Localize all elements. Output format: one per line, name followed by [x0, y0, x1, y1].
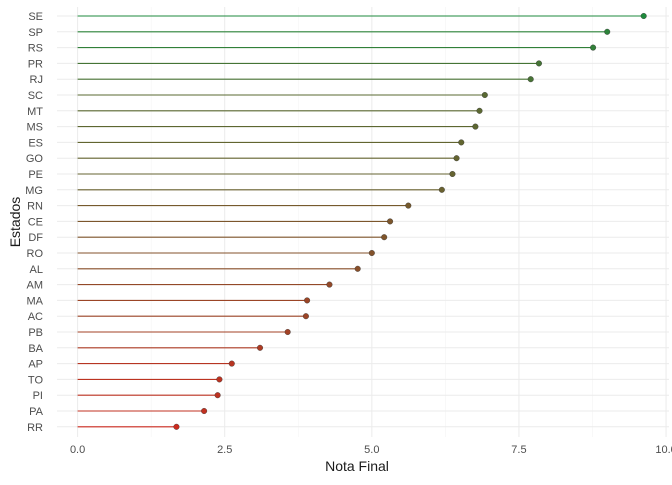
y-tick-label: PI — [33, 390, 43, 402]
lollipop-point — [368, 249, 375, 256]
lollipop-point — [453, 155, 460, 162]
y-tick-label: PE — [28, 169, 43, 181]
lollipop-point — [173, 423, 180, 430]
lollipop-point — [284, 329, 291, 336]
y-tick-label: TO — [28, 374, 44, 386]
lollipop-point — [458, 139, 465, 146]
lollipop-point — [302, 313, 309, 320]
y-tick-label: RJ — [30, 74, 43, 86]
x-tick-label: 0.0 — [70, 444, 85, 456]
lollipop-marks — [77, 12, 647, 430]
y-tick-label: SE — [28, 11, 43, 23]
y-tick-label: PB — [28, 327, 43, 339]
lollipop-point — [405, 202, 412, 209]
lollipop-point — [201, 408, 208, 415]
lollipop-point — [304, 297, 311, 304]
y-tick-label: PR — [28, 58, 43, 70]
y-tick-label: MG — [25, 185, 43, 197]
y-tick-label: AM — [27, 280, 44, 292]
lollipop-point — [326, 281, 333, 288]
y-tick-label: BA — [28, 343, 43, 355]
lollipop-point — [590, 44, 597, 51]
lollipop-point — [354, 265, 361, 272]
lollipop-point — [527, 76, 534, 83]
y-axis-ticks: SE SP RS PR RJ SC MT MS ES GO PE MG RN CE DF RO AL AM MA AC… — [25, 11, 43, 434]
y-tick-label: MA — [27, 295, 44, 307]
y-tick-label: RN — [27, 201, 43, 213]
y-axis-title: Estados — [7, 197, 23, 248]
lollipop-point — [438, 186, 445, 193]
x-tick-label: 10.0 — [655, 444, 672, 456]
grid — [57, 7, 669, 437]
y-tick-label: RR — [27, 422, 43, 434]
lollipop-point — [216, 376, 223, 383]
lollipop-point — [535, 60, 542, 67]
lollipop-point — [640, 12, 647, 19]
x-tick-label: 2.5 — [217, 444, 232, 456]
y-tick-label: GO — [26, 153, 44, 165]
x-tick-label: 5.0 — [364, 444, 379, 456]
lollipop-point — [387, 218, 394, 225]
lollipop-point — [476, 107, 483, 114]
y-tick-label: RO — [27, 248, 44, 260]
y-tick-label: CE — [28, 216, 43, 228]
x-axis-title: Nota Final — [325, 458, 389, 474]
y-tick-label: SP — [28, 27, 43, 39]
y-tick-label: AL — [30, 264, 43, 276]
lollipop-point — [449, 170, 456, 177]
y-tick-label: ES — [28, 137, 43, 149]
y-tick-label: DF — [28, 232, 43, 244]
y-tick-label: AC — [28, 311, 43, 323]
lollipop-point — [472, 123, 479, 130]
lollipop-point — [381, 234, 388, 241]
y-tick-label: PA — [29, 406, 44, 418]
lollipop-point — [604, 28, 611, 35]
x-tick-label: 7.5 — [511, 444, 526, 456]
y-tick-label: SC — [28, 90, 43, 102]
y-tick-label: RS — [28, 43, 43, 55]
lollipop-point — [214, 392, 221, 399]
lollipop-point — [257, 344, 264, 351]
y-tick-label: MS — [27, 122, 44, 134]
x-axis-ticks: 0.0 2.5 5.0 7.5 10.0 — [70, 444, 672, 456]
y-tick-label: AP — [28, 359, 43, 371]
lollipop-point — [228, 360, 235, 367]
y-tick-label: MT — [27, 106, 43, 118]
lollipop-point — [481, 91, 488, 98]
